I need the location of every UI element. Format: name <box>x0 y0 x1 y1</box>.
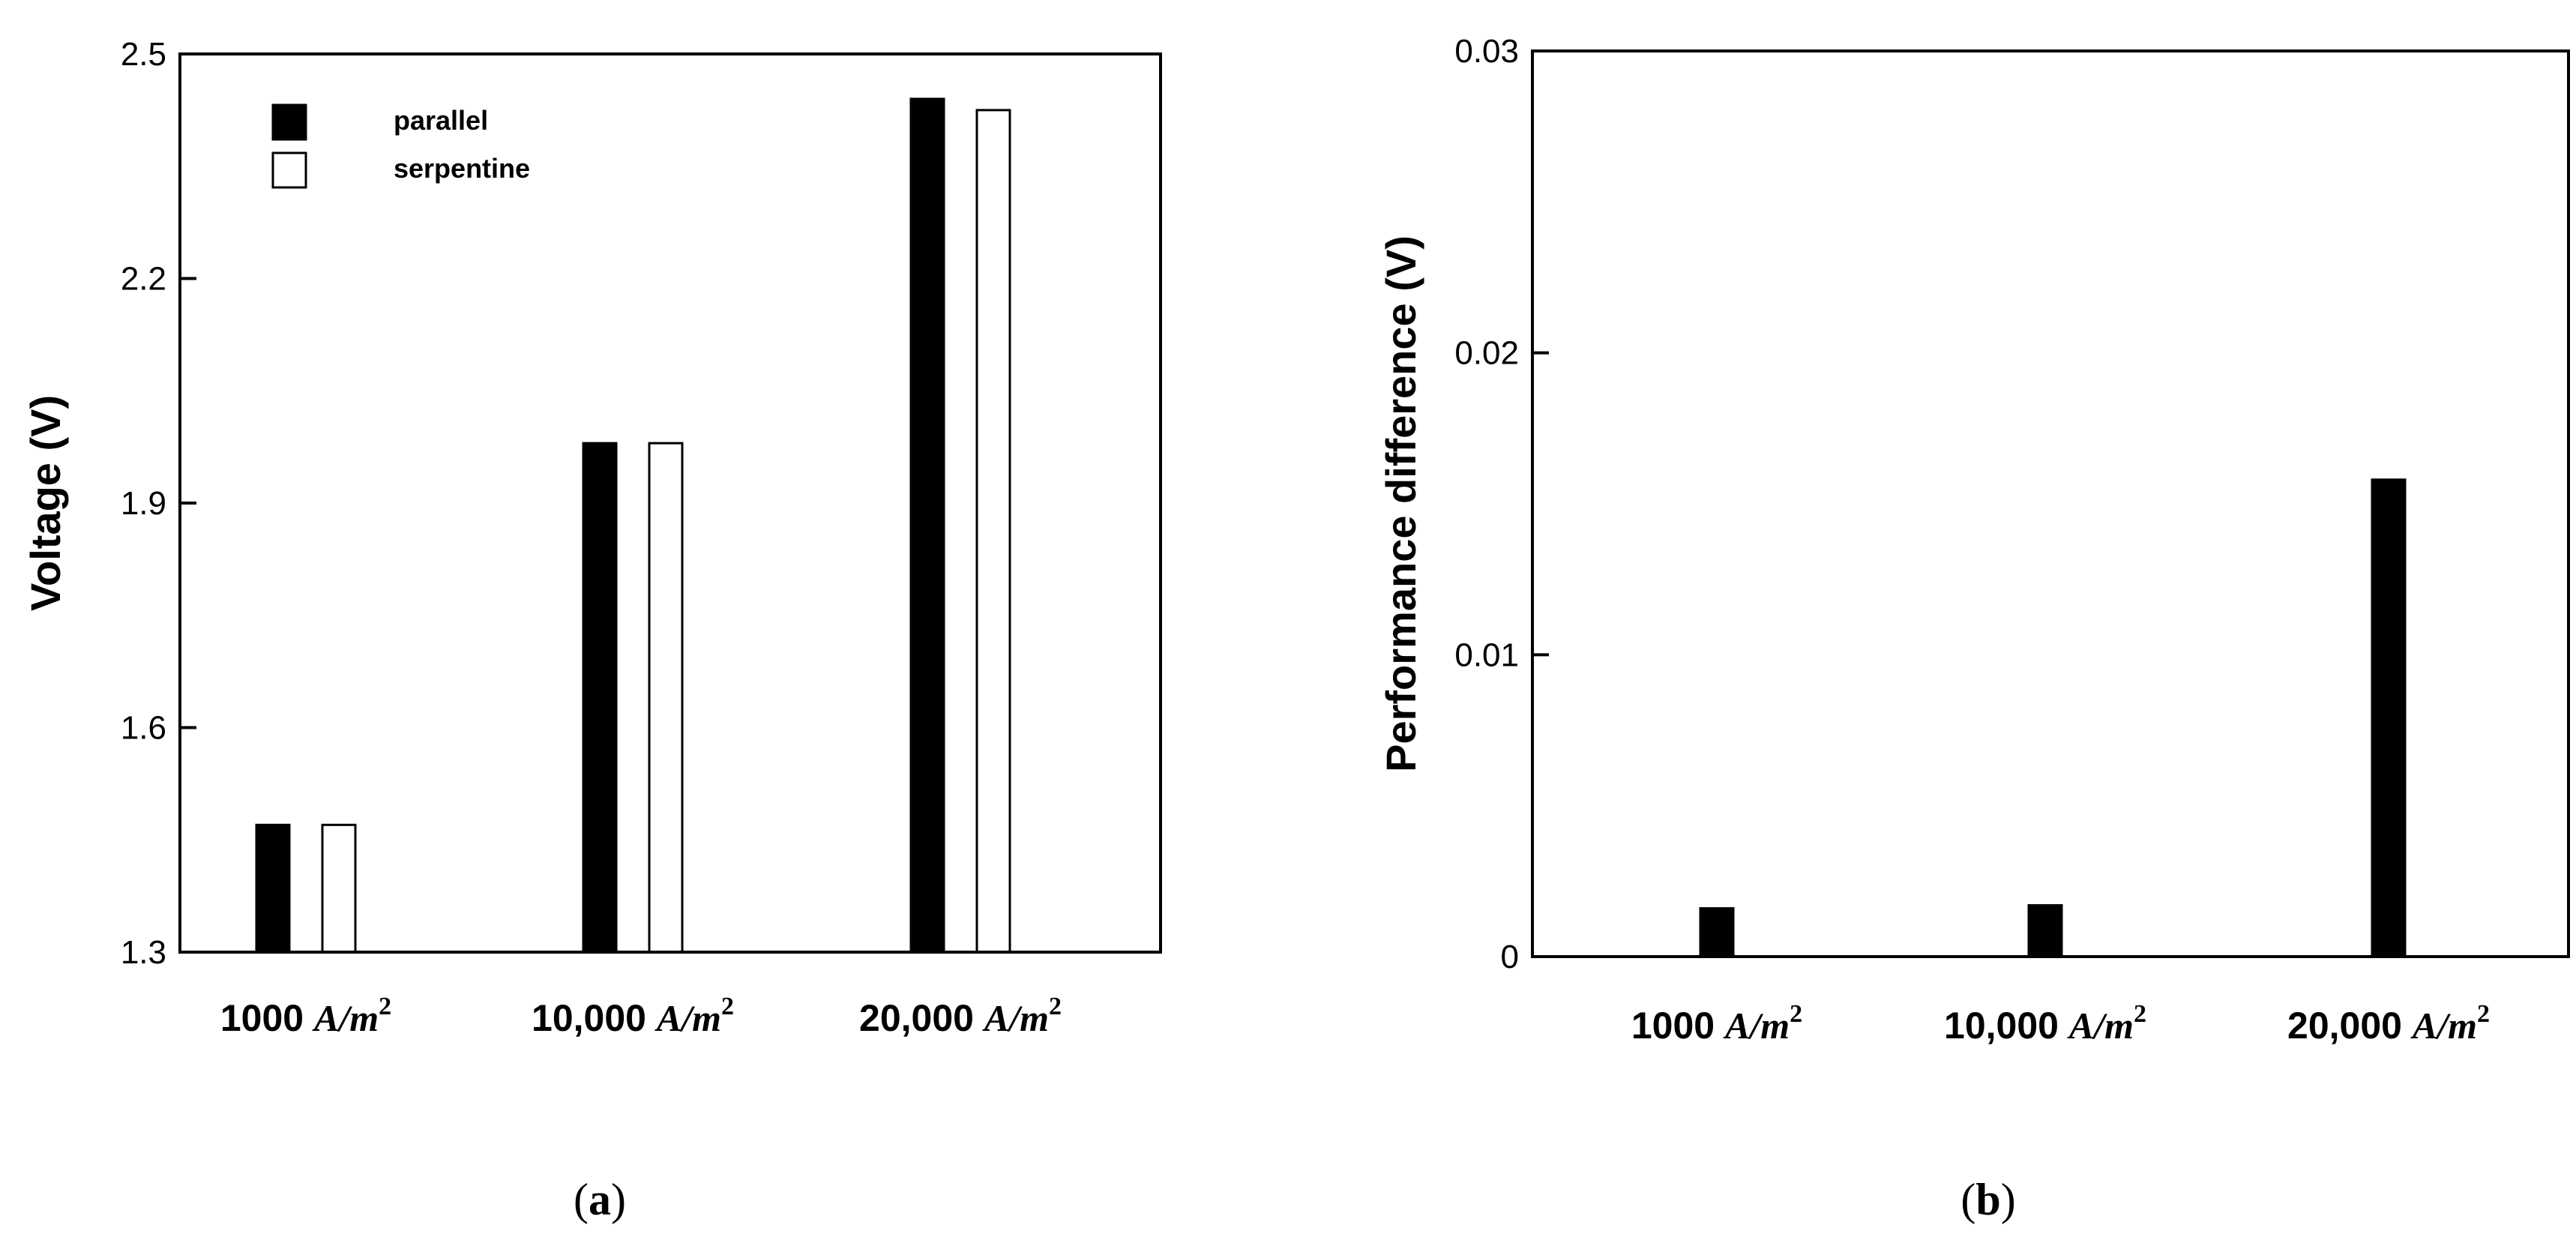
y-axis-title: Performance difference (V) <box>1377 235 1424 772</box>
y-tick-label: 1.9 <box>121 485 166 522</box>
panel-label: (b) <box>1960 1175 2015 1224</box>
y-tick-label: 1.6 <box>121 710 166 747</box>
bar-value-1 <box>2027 904 2063 958</box>
bar-serpentine-2 <box>975 109 1011 954</box>
y-tick-label: 0.02 <box>1454 335 1519 372</box>
y-tick-label: 2.5 <box>121 36 166 73</box>
y-axis-title: Voltage (V) <box>22 395 69 611</box>
y-tick-label: 0 <box>1501 939 1519 975</box>
bar-parallel-2 <box>909 97 945 954</box>
plot-frame <box>1531 49 2570 958</box>
legend-swatch-serpentine <box>271 151 307 189</box>
y-tick-label: 0.01 <box>1454 636 1519 673</box>
bar-serpentine-0 <box>321 823 357 954</box>
x-category-label: 10,000 A/m2 <box>1944 1000 2146 1047</box>
x-category-label: 20,000 A/m2 <box>859 993 1062 1039</box>
bar-parallel-0 <box>255 823 291 954</box>
y-tick-label: 1.3 <box>121 934 166 971</box>
bar-value-2 <box>2371 478 2407 958</box>
x-category-label: 1000 A/m2 <box>220 993 391 1039</box>
chart-panel-a: 1.3 1.6 1.9 2.2 2.5 Voltage (V) 1000 A/m2 10,00… <box>22 36 1162 1224</box>
y-tick-label: 0.03 <box>1454 33 1519 70</box>
legend: parallel serpentine <box>271 103 530 189</box>
chart-panel-b: 0 0.01 0.02 0.03 Performance difference (V) 1… <box>1377 33 2570 1224</box>
y-tick-label: 2.2 <box>121 261 166 298</box>
bar-serpentine-1 <box>648 442 684 954</box>
x-category-label: 1000 A/m2 <box>1631 1000 1802 1047</box>
legend-label-serpentine: serpentine <box>394 153 530 184</box>
panel-label: (a) <box>574 1175 626 1224</box>
bar-value-0 <box>1699 907 1735 958</box>
legend-swatch-parallel <box>271 103 307 141</box>
x-category-label: 10,000 A/m2 <box>532 993 734 1039</box>
legend-label-parallel: parallel <box>394 105 488 136</box>
bar-parallel-1 <box>582 442 618 954</box>
x-category-label: 20,000 A/m2 <box>2287 1000 2490 1047</box>
